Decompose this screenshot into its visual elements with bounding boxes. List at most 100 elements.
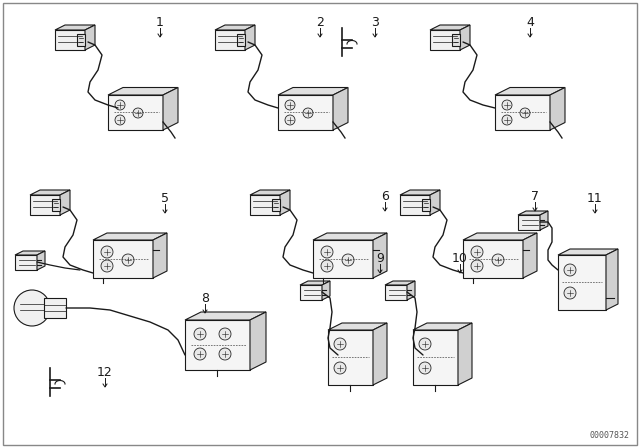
Polygon shape (313, 233, 387, 240)
Polygon shape (55, 30, 85, 50)
Circle shape (101, 260, 113, 272)
Circle shape (419, 362, 431, 374)
Text: 11: 11 (587, 191, 603, 204)
FancyBboxPatch shape (44, 298, 66, 318)
Polygon shape (250, 195, 280, 215)
Polygon shape (430, 25, 470, 30)
Polygon shape (400, 190, 440, 195)
Circle shape (14, 290, 50, 326)
Polygon shape (550, 87, 565, 130)
Polygon shape (495, 95, 550, 130)
Polygon shape (463, 240, 523, 278)
Circle shape (321, 260, 333, 272)
Text: 1: 1 (156, 16, 164, 29)
Polygon shape (540, 211, 548, 230)
Polygon shape (413, 323, 472, 330)
Circle shape (334, 362, 346, 374)
Circle shape (520, 108, 530, 118)
Polygon shape (55, 25, 95, 30)
FancyBboxPatch shape (422, 199, 430, 211)
Polygon shape (495, 87, 565, 95)
Polygon shape (93, 240, 153, 278)
Text: 4: 4 (526, 16, 534, 29)
Circle shape (115, 100, 125, 110)
Polygon shape (430, 30, 460, 50)
Polygon shape (385, 281, 415, 285)
Text: 2: 2 (316, 16, 324, 29)
Polygon shape (300, 285, 322, 300)
Circle shape (492, 254, 504, 266)
Polygon shape (558, 255, 606, 310)
Polygon shape (463, 233, 537, 240)
FancyBboxPatch shape (237, 34, 245, 46)
Polygon shape (30, 195, 60, 215)
Polygon shape (460, 25, 470, 50)
Circle shape (321, 246, 333, 258)
Polygon shape (37, 251, 45, 270)
Circle shape (502, 100, 512, 110)
Polygon shape (163, 87, 178, 130)
Polygon shape (413, 330, 458, 385)
Polygon shape (15, 251, 45, 255)
Text: 3: 3 (371, 16, 379, 29)
Polygon shape (373, 233, 387, 278)
Text: 7: 7 (531, 190, 539, 202)
Polygon shape (108, 95, 163, 130)
Polygon shape (215, 30, 245, 50)
Polygon shape (215, 25, 255, 30)
Circle shape (564, 287, 576, 299)
Circle shape (194, 328, 206, 340)
Text: 6: 6 (381, 190, 389, 202)
Polygon shape (400, 195, 430, 215)
Circle shape (285, 115, 295, 125)
Circle shape (471, 260, 483, 272)
Polygon shape (153, 233, 167, 278)
Polygon shape (185, 312, 266, 320)
Polygon shape (280, 190, 290, 215)
FancyBboxPatch shape (452, 34, 460, 46)
Text: 5: 5 (161, 191, 169, 204)
FancyBboxPatch shape (52, 199, 60, 211)
Circle shape (419, 338, 431, 350)
Polygon shape (373, 323, 387, 385)
Circle shape (334, 338, 346, 350)
Polygon shape (523, 233, 537, 278)
Polygon shape (108, 87, 178, 95)
Polygon shape (250, 190, 290, 195)
Circle shape (285, 100, 295, 110)
FancyBboxPatch shape (77, 34, 85, 46)
Polygon shape (30, 190, 70, 195)
Polygon shape (93, 233, 167, 240)
Circle shape (502, 115, 512, 125)
Polygon shape (407, 281, 415, 300)
Polygon shape (15, 255, 37, 270)
Text: 12: 12 (97, 366, 113, 379)
Polygon shape (328, 323, 387, 330)
Text: 10: 10 (452, 251, 468, 264)
Circle shape (303, 108, 313, 118)
Circle shape (219, 348, 231, 360)
Polygon shape (300, 281, 330, 285)
Polygon shape (458, 323, 472, 385)
Polygon shape (333, 87, 348, 130)
Polygon shape (606, 249, 618, 310)
Text: 9: 9 (376, 251, 384, 264)
Polygon shape (322, 281, 330, 300)
Circle shape (342, 254, 354, 266)
Polygon shape (278, 95, 333, 130)
Circle shape (194, 348, 206, 360)
Polygon shape (328, 330, 373, 385)
Circle shape (115, 115, 125, 125)
Polygon shape (245, 25, 255, 50)
Polygon shape (60, 190, 70, 215)
Polygon shape (85, 25, 95, 50)
Polygon shape (430, 190, 440, 215)
Polygon shape (185, 320, 250, 370)
FancyBboxPatch shape (272, 199, 280, 211)
Circle shape (471, 246, 483, 258)
Circle shape (564, 264, 576, 276)
Text: 8: 8 (201, 292, 209, 305)
Polygon shape (278, 87, 348, 95)
Polygon shape (558, 249, 618, 255)
Polygon shape (250, 312, 266, 370)
